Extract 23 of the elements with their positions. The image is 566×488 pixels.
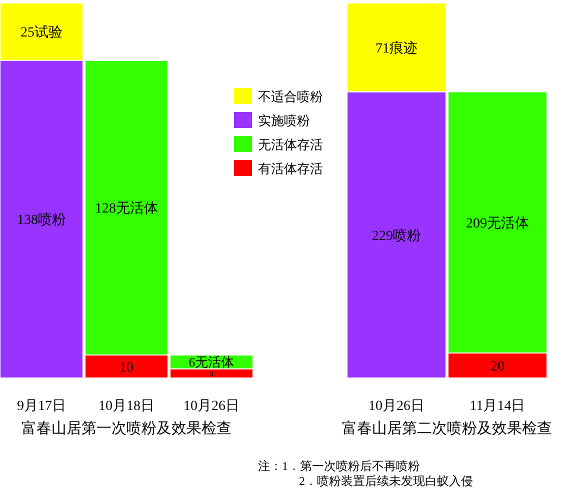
- x-tick-label: 10月18日: [98, 399, 154, 414]
- x-tick-label: 9月17日: [17, 399, 66, 414]
- data-label: 20: [490, 359, 504, 374]
- data-label: 229喷粉: [372, 228, 421, 244]
- data-label: 4: [209, 369, 214, 378]
- legend-label: 实施喷粉: [258, 113, 310, 128]
- data-label: 25试验: [20, 24, 62, 41]
- data-label: 128无活体: [95, 200, 158, 217]
- x-tick-label: 11月14日: [470, 399, 526, 414]
- legend-label: 不适合喷粉: [258, 89, 323, 104]
- data-label: 71痕迹: [376, 40, 418, 56]
- x-tick-label: 10月26日: [184, 399, 240, 414]
- data-label: 6无活体: [188, 355, 234, 370]
- legend-label: 有活体存活: [258, 161, 323, 176]
- text: 2．喷粉装置后续未发现白蚁入侵: [299, 474, 473, 488]
- x-tick-label: 10月26日: [368, 399, 424, 414]
- data-label: 209无活体: [466, 215, 529, 232]
- x-axis-title: 富春山居第二次喷粉及效果检查: [342, 420, 552, 437]
- text: 注：1．第一次喷粉后不再喷粉: [258, 459, 420, 473]
- x-axis-title: 富春山居第一次喷粉及效果检查: [22, 420, 232, 437]
- data-label: 138喷粉: [17, 212, 66, 228]
- legend-label: 无活体存活: [258, 137, 323, 152]
- data-label: 10: [120, 360, 134, 376]
